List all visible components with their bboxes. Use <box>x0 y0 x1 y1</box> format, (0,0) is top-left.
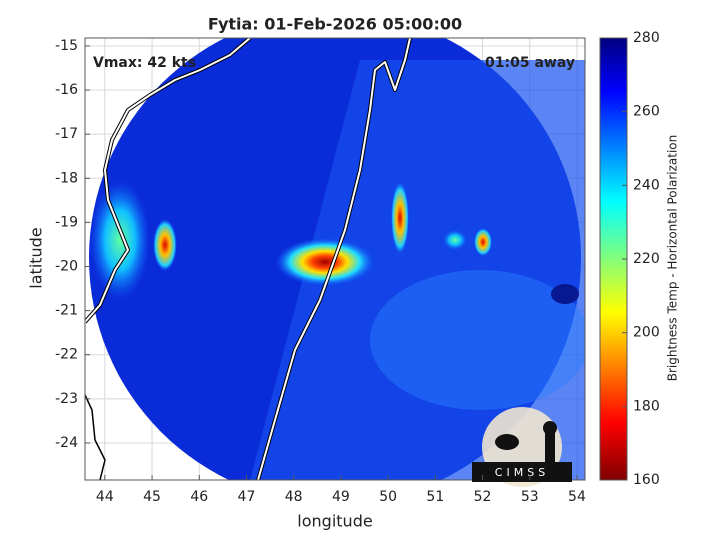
x-tick-label: 53 <box>521 489 539 505</box>
x-tick-label: 47 <box>238 489 256 505</box>
x-tick-label: 48 <box>285 489 303 505</box>
storm-core <box>275 238 375 286</box>
x-tick-label: 44 <box>96 489 114 505</box>
x-tick-label: 45 <box>143 489 161 505</box>
y-tick-label: -24 <box>55 435 78 451</box>
colorbar-tick-label: 240 <box>633 177 660 193</box>
y-tick-label: -16 <box>55 82 78 98</box>
x-axis-label: longitude <box>297 512 372 531</box>
colorbar-tick-label: 220 <box>633 251 660 267</box>
logo: CIMSS <box>472 407 572 487</box>
colorbar-tick-label: 200 <box>633 325 660 341</box>
colorbar-tick-label: 260 <box>633 104 660 120</box>
cell <box>391 182 409 254</box>
swath-east <box>250 60 585 480</box>
title: Fytia: 01-Feb-2026 05:00:00 <box>208 15 462 34</box>
y-tick-label: -18 <box>55 170 78 186</box>
y-tick-label: -15 <box>55 38 78 54</box>
swath <box>85 38 585 480</box>
y-tick-label: -22 <box>55 347 78 363</box>
coastline <box>85 38 412 480</box>
x-tick-label: 51 <box>426 489 444 505</box>
cell <box>474 228 492 256</box>
y-tick-label: -21 <box>55 303 78 319</box>
x-tick-label: 54 <box>568 489 586 505</box>
logo-text: CIMSS <box>495 466 549 479</box>
y-tick-label: -20 <box>55 258 78 274</box>
annotation: 01:05 away <box>485 55 575 71</box>
y-tick-label: -23 <box>55 391 78 407</box>
x-tick-label: 46 <box>190 489 208 505</box>
cell <box>153 219 177 271</box>
coast-band <box>90 180 150 300</box>
y-tick-label: -19 <box>55 214 78 230</box>
colorbar-tick-label: 160 <box>633 472 660 488</box>
x-tick-label: 50 <box>379 489 397 505</box>
cell <box>551 284 579 304</box>
y-tick-label: -17 <box>55 126 78 142</box>
colorbar-label: Brightness Temp - Horizontal Polarizatio… <box>666 135 680 382</box>
colorbar-tick-label: 280 <box>633 30 660 46</box>
y-axis-label: latitude <box>27 227 46 288</box>
annotation: Vmax: 42 kts <box>93 55 196 71</box>
x-tick-label: 49 <box>332 489 350 505</box>
x-tick-label: 52 <box>474 489 492 505</box>
rainband <box>370 270 585 410</box>
plot-frame <box>84 37 586 481</box>
cell <box>443 230 467 250</box>
colorbar-tick-label: 180 <box>633 398 660 414</box>
